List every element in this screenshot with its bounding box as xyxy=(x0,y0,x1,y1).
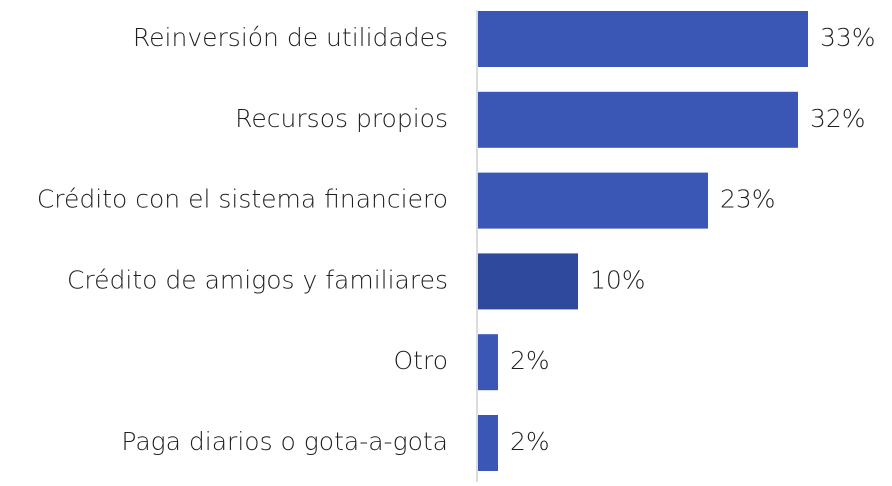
bar xyxy=(478,11,808,67)
category-label: Crédito de amigos y familiares xyxy=(67,265,448,294)
category-label: Recursos propios xyxy=(235,104,448,133)
category-label: Otro xyxy=(393,346,448,375)
category-label: Paga diarios o gota-a-gota xyxy=(121,427,448,456)
bar xyxy=(478,172,708,229)
bar xyxy=(478,415,498,471)
bar xyxy=(478,334,498,391)
bar xyxy=(478,91,798,148)
category-label: Reinversión de utilidades xyxy=(133,23,448,52)
bar xyxy=(478,253,578,310)
value-label: 2% xyxy=(510,427,550,456)
value-label: 23% xyxy=(720,185,776,214)
value-label: 2% xyxy=(510,346,550,375)
value-label: 33% xyxy=(820,23,876,52)
value-label: 32% xyxy=(810,104,866,133)
category-label: Crédito con el sistema financiero xyxy=(37,185,448,214)
value-label: 10% xyxy=(590,265,646,294)
